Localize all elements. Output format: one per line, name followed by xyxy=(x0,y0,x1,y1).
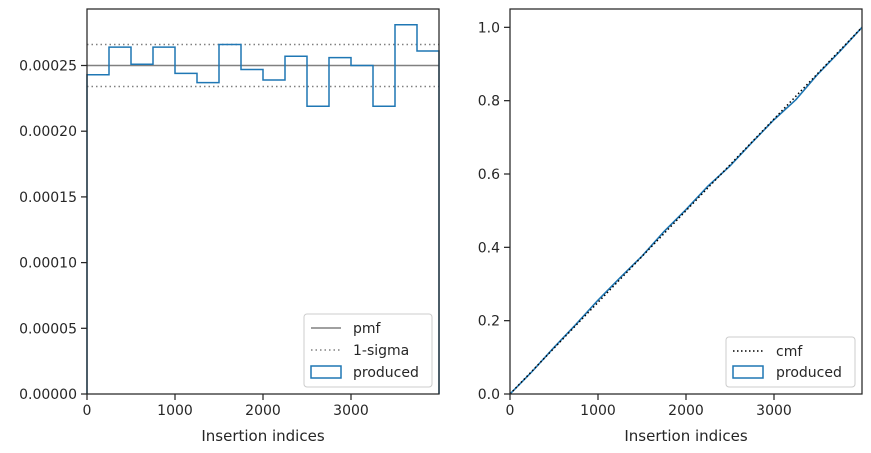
histogram-x-tick-label: 1000 xyxy=(157,403,193,419)
legend-produced-swatch-cumulative xyxy=(732,365,764,379)
histogram-y-tick-label: 0.00010 xyxy=(19,256,77,272)
histogram-x-tick-label: 0 xyxy=(83,403,92,419)
histogram-marks xyxy=(86,24,440,394)
legend-produced-label-cumulative: produced xyxy=(776,365,842,381)
cumulative-y-tick-label: 0.4 xyxy=(478,240,500,256)
histogram-y-tick-label: 0.00015 xyxy=(19,190,77,206)
cumulative-x-axis-label: Insertion indices xyxy=(624,427,747,445)
cumulative-x-tick-label: 1000 xyxy=(580,403,616,419)
cumulative-x-ticks: 0 1000 2000 3000 xyxy=(506,394,792,419)
cumulative-y-tick-label: 1.0 xyxy=(478,20,500,36)
histogram-y-tick-label: 0.00020 xyxy=(19,124,77,140)
histogram-x-ticks: 0 1000 2000 3000 xyxy=(83,394,369,419)
histogram-panel: 0 1000 2000 3000 0.000000.000050.000100.000… xyxy=(19,8,440,445)
cumulative-marks xyxy=(509,26,863,395)
cumulative-panel: 0 1000 2000 3000 0.0 0.2 0.4 0.6 0.8 1.0 Inserti… xyxy=(478,8,863,445)
histogram-y-tick-label: 0.00005 xyxy=(19,321,77,337)
legend-produced-label: produced xyxy=(353,365,419,381)
cumulative-legend: cmf produced xyxy=(725,336,856,388)
histogram-x-axis-label: Insertion indices xyxy=(201,427,324,445)
legend-1-sigma-label: 1-sigma xyxy=(353,343,409,359)
histogram-axes-frame xyxy=(86,8,440,395)
cumulative-legend-box xyxy=(725,336,856,388)
legend-produced-swatch xyxy=(310,365,342,379)
cumulative-y-tick-label: 0.0 xyxy=(478,387,500,403)
cumulative-x-tick-label: 0 xyxy=(506,403,515,419)
histogram-x-tick-label: 2000 xyxy=(245,403,281,419)
histogram-y-tick-label: 0.00000 xyxy=(19,387,77,403)
cumulative-axes-frame xyxy=(509,8,863,395)
histogram-y-tick-label: 0.00025 xyxy=(19,59,77,75)
histogram-legend: pmf 1-sigma produced xyxy=(303,313,433,388)
legend-pmf-label: pmf xyxy=(353,321,382,337)
cumulative-x-tick-label: 2000 xyxy=(668,403,704,419)
cumulative-x-tick-label: 3000 xyxy=(756,403,792,419)
cumulative-y-tick-label: 0.2 xyxy=(478,314,500,330)
cumulative-y-tick-label: 0.6 xyxy=(478,167,500,183)
cumulative-y-ticks: 0.0 0.2 0.4 0.6 0.8 1.0 xyxy=(478,20,510,403)
legend-cmf-label: cmf xyxy=(776,344,803,360)
histogram-legend-box xyxy=(303,313,433,388)
histogram-y-ticks: 0.00000 0.00005 0.00010 0.00015 0.00020 0.000… xyxy=(19,59,87,403)
cmf-line xyxy=(509,26,863,395)
produced-histogram-step xyxy=(86,24,440,394)
histogram-x-tick-label: 3000 xyxy=(333,403,369,419)
cumulative-y-tick-label: 0.8 xyxy=(478,94,500,110)
